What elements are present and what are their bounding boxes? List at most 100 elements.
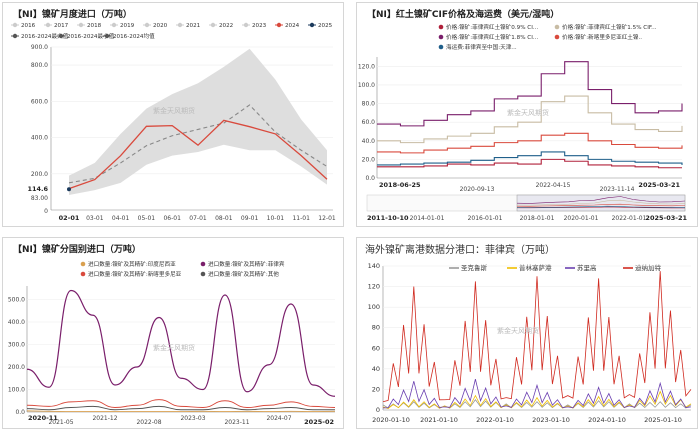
legend-item: 2019: [120, 23, 135, 29]
y-tick-label: 60.0: [362, 119, 376, 126]
legend-item: 进口数量:镍矿及其精矿:印度尼西亚: [88, 260, 176, 268]
legend-marker: [111, 22, 117, 28]
chart-panel-port-departures: 海外镍矿离港数据分港口：菲律宾（万吨） 圣克鲁斯 普林塞萨港 苏里高 迪纳加特 140…: [356, 237, 698, 429]
y-tick-label: 0.0: [365, 175, 375, 182]
y-tick-label: 60: [372, 344, 380, 352]
y-tick-label: 200.0: [31, 171, 48, 178]
y-tick-label: 100: [368, 303, 380, 311]
y-tick-label: 900.0: [31, 44, 48, 51]
y-tick-label: 600.0: [31, 98, 48, 105]
x-tick-label: 07-01: [189, 215, 207, 222]
legend-marker: [80, 271, 86, 277]
chart-title: 【NI】镍矿分国别进口（万吨）: [13, 243, 141, 255]
axis-labels: 500.0400.0300.0200.0100.00.02020-112021-…: [8, 297, 334, 427]
y-tick-label: 140: [368, 262, 380, 270]
legend-item: 迪纳加特: [635, 263, 662, 272]
x-tick-label: 2023-11: [224, 419, 249, 426]
legend-item: 2021: [186, 23, 201, 29]
legend-item: 2016-2024均值: [113, 32, 155, 40]
chart-title: 【NI】镍矿月度进口（万吨）: [13, 8, 132, 20]
series-line: [382, 271, 692, 403]
navigator-tick-label: 2022-01-01: [612, 215, 647, 222]
legend-item: 进口数量:镍矿及其精矿:新喀里多尼亚: [88, 270, 182, 278]
y-tick-label: 80: [372, 324, 380, 332]
chart-legend: 价格:镍矿:菲律宾红土镍矿0.9% CI... 价格:镍矿:菲律宾红土镍矿1.5%…: [438, 23, 657, 51]
navigator-tick-label: 2020-01-01: [564, 215, 599, 222]
legend-item: 2020: [153, 23, 168, 29]
series-lines: [377, 61, 683, 169]
x-tick-label: 04-01: [112, 215, 130, 222]
y-tick-label: 40: [372, 365, 380, 373]
x-tick-label: 2023-11-14: [600, 186, 635, 193]
legend-item: 价格:镍矿:菲律宾红土镍矿1.5% CIF...: [562, 23, 657, 31]
legend-item: 普林塞萨港: [519, 263, 552, 272]
y-tick-label: 400.0: [31, 135, 48, 142]
x-tick-label: 2021-12: [92, 415, 117, 422]
legend-marker: [438, 34, 444, 40]
chart-legend: 进口数量:镍矿及其精矿:印度尼西亚 进口数量:镍矿及其精矿:菲律宾进口数量:镍矿及…: [80, 260, 285, 278]
legend-item: 海运费:菲律宾至中国:天津...: [446, 43, 517, 51]
y-tick-label: 200.0: [8, 364, 25, 371]
series-line: [377, 61, 683, 127]
series-line: [377, 132, 683, 154]
x-tick-label: 2022-08: [136, 419, 161, 426]
navigator-series: [516, 199, 686, 206]
legend-marker: [177, 22, 183, 28]
legend-marker: [200, 261, 206, 267]
legend-marker: [80, 261, 86, 267]
series-line: [26, 410, 336, 413]
legend-marker: [438, 24, 444, 30]
legend-item: 2017: [54, 23, 69, 29]
grid: [27, 299, 335, 390]
watermark: 紫金天风期货: [153, 106, 195, 115]
chart-legend: 2016 2017 2018 2019 2020 2021 2022 2023 2024 2025…: [11, 22, 333, 40]
navigator-tick-label: 2016-01-01: [468, 215, 503, 222]
chart-port-departures: 海外镍矿离港数据分港口：菲律宾（万吨） 圣克鲁斯 普林塞萨港 苏里高 迪纳加特 140…: [365, 243, 692, 424]
x-tick-label: 2021-01-10: [420, 416, 458, 424]
axis-labels: 900.0 800.0 600.0 400.0 200.0 114.6 83.00 0 02-0…: [27, 44, 335, 222]
legend-marker: [78, 22, 84, 28]
x-tick-label: 2023-03: [180, 415, 205, 422]
y-tick-label: 20.0: [362, 156, 376, 163]
legend-item: 2023: [252, 23, 267, 29]
legend-marker: [554, 34, 560, 40]
series-lines: [67, 104, 328, 192]
legend-item: 价格:镍矿:新喀里多尼亚红土镍..: [562, 33, 642, 41]
x-tick-label: 2025-03-21: [638, 181, 680, 189]
navigator-tick-label: 2018-01-01: [520, 215, 555, 222]
y-tick-label: 300.0: [8, 342, 25, 349]
watermark: 紫金天风期货: [507, 108, 549, 117]
legend-marker: [144, 22, 150, 28]
y-tick-label: 114.6: [27, 185, 48, 193]
navigator-tick-label: 2011-10-10: [367, 214, 409, 222]
legend-marker: [438, 44, 444, 50]
legend-item: 2022: [219, 23, 233, 29]
x-tick-label: 2024-01-10: [588, 416, 626, 424]
legend-marker: [45, 22, 51, 28]
x-tick-label: 02-01: [59, 214, 80, 222]
legend-marker: [210, 22, 216, 28]
y-tick-label: 0: [44, 208, 48, 215]
y-tick-label: 400.0: [8, 319, 25, 326]
x-tick-label: 12-01: [318, 215, 336, 222]
series-mean: [68, 104, 328, 184]
series-line: [377, 158, 682, 169]
navigator-series: [516, 196, 686, 204]
minmax-band: [69, 48, 327, 195]
series-2025-point: [67, 187, 71, 192]
legend-item: 2025: [318, 23, 333, 29]
series-line: [382, 390, 692, 409]
legend-item: 2016-2024最小值: [67, 32, 115, 40]
x-tick-label: 2020-01-10: [372, 416, 410, 424]
x-tick-label: 11-01: [292, 215, 310, 222]
series-lines: [382, 271, 692, 409]
navigator-tick-label: 2025-03-21: [645, 214, 687, 222]
legend-marker: [200, 271, 206, 277]
legend-marker: [554, 24, 560, 30]
y-tick-label: 100.0: [8, 387, 25, 394]
chart-cif-price: 【NI】红土镍矿CIF价格及海运费（美元/湿吨） 价格:镍矿:菲律宾红土镍矿0.…: [358, 8, 688, 222]
chart-country-imports: 【NI】镍矿分国别进口（万吨） 进口数量:镍矿及其精矿:印度尼西亚 进口数量:镍矿…: [8, 243, 336, 427]
x-tick-label: 2023-01-10: [532, 416, 570, 424]
legend-item: 2016-2024最大值: [21, 32, 69, 40]
legend-item: 苏里高: [577, 263, 597, 272]
